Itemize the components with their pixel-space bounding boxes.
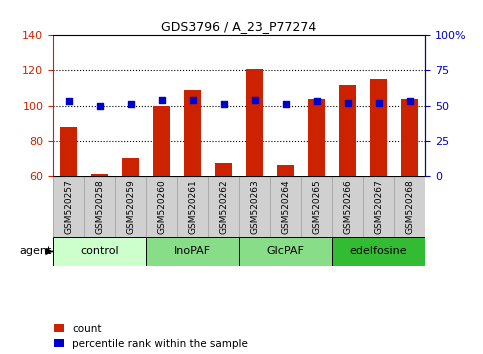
Point	[406, 98, 413, 104]
Point	[96, 103, 103, 108]
Bar	[301, 176, 332, 238]
Text: GSM520265: GSM520265	[312, 179, 321, 234]
Bar	[184, 90, 201, 176]
Text: GSM520263: GSM520263	[250, 179, 259, 234]
Bar	[215, 164, 232, 176]
Text: GSM520264: GSM520264	[281, 179, 290, 234]
Point	[65, 98, 72, 104]
Point	[251, 97, 258, 103]
Point	[282, 101, 289, 107]
Bar	[239, 176, 270, 238]
Bar	[332, 176, 363, 238]
Legend: count, percentile rank within the sample: count, percentile rank within the sample	[54, 324, 248, 349]
Bar	[270, 176, 301, 238]
Bar	[91, 174, 108, 176]
Point	[220, 101, 227, 107]
Text: edelfosine: edelfosine	[350, 246, 407, 256]
Bar	[60, 127, 77, 176]
Text: agent: agent	[19, 246, 52, 256]
Bar	[122, 158, 139, 176]
Bar	[53, 176, 84, 238]
Title: GDS3796 / A_23_P77274: GDS3796 / A_23_P77274	[161, 20, 317, 33]
Text: GSM520261: GSM520261	[188, 179, 197, 234]
Text: GlcPAF: GlcPAF	[267, 246, 304, 256]
Bar	[394, 176, 425, 238]
Point	[189, 97, 197, 103]
Bar	[177, 176, 208, 238]
Point	[127, 101, 134, 107]
Bar	[370, 79, 387, 176]
Text: GSM520266: GSM520266	[343, 179, 352, 234]
Bar	[84, 176, 115, 238]
Bar	[277, 165, 294, 176]
Text: GSM520257: GSM520257	[64, 179, 73, 234]
Bar	[208, 176, 239, 238]
Bar	[53, 238, 146, 266]
Text: GSM520268: GSM520268	[405, 179, 414, 234]
Text: GSM520258: GSM520258	[95, 179, 104, 234]
Point	[313, 98, 320, 104]
Bar	[115, 176, 146, 238]
Text: GSM520259: GSM520259	[126, 179, 135, 234]
Point	[375, 100, 383, 105]
Bar	[401, 98, 418, 176]
Bar	[308, 98, 325, 176]
Text: InoPAF: InoPAF	[174, 246, 211, 256]
Point	[158, 97, 166, 103]
Text: GSM520262: GSM520262	[219, 179, 228, 234]
Bar	[153, 105, 170, 176]
Point	[344, 100, 352, 105]
Text: GSM520267: GSM520267	[374, 179, 383, 234]
Bar	[332, 238, 425, 266]
Bar	[146, 176, 177, 238]
Bar	[146, 238, 239, 266]
Text: GSM520260: GSM520260	[157, 179, 166, 234]
Bar	[339, 85, 356, 176]
Bar	[363, 176, 394, 238]
Bar	[239, 238, 332, 266]
Bar	[246, 69, 263, 176]
Text: control: control	[80, 246, 119, 256]
